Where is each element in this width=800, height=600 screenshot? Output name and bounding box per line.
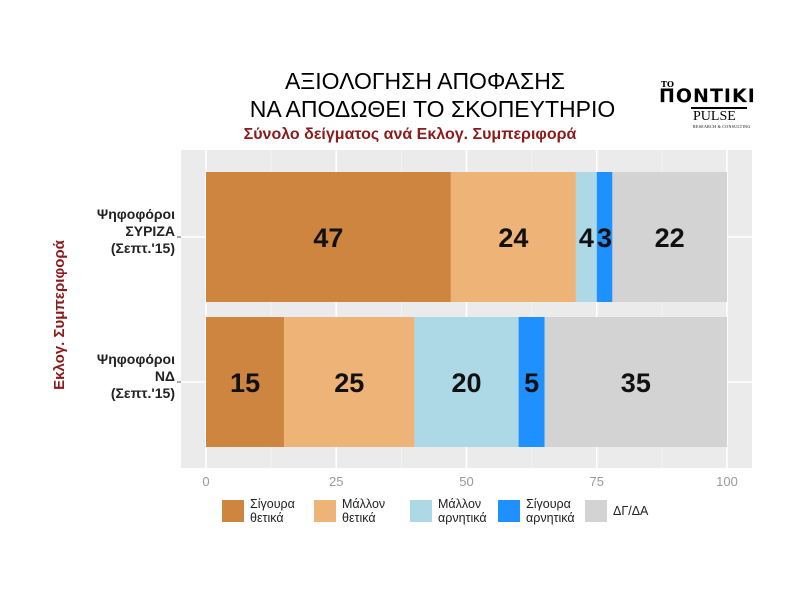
bar-segment — [414, 317, 519, 447]
y-category-label: Ψηφοφόροι — [97, 206, 175, 222]
bar-segment — [206, 317, 285, 447]
legend-label: Μάλλον θετικά — [342, 497, 386, 525]
chart-title-line-2: ΝΑ ΑΠΟΔΩΘΕΙ ΤΟ ΣΚΟΠΕΥΤΗΡΙΟ — [249, 96, 616, 122]
pontiki-pulse-logo: ΤΟ ΠΟΝΤΙΚΙ PULSE RESEARCH & CONSULTING — [655, 78, 765, 130]
chart-legend: Σίγουρα θετικά Μάλλον θετικά Μάλλον αρνητικά Σ… — [200, 496, 760, 530]
legend-swatch — [585, 500, 607, 522]
bar-segment — [206, 172, 451, 302]
bar-value-label: 22 — [655, 223, 685, 253]
x-tick-label: 0 — [202, 474, 209, 489]
bar-segment — [575, 172, 597, 302]
bar-value-label: 35 — [621, 368, 651, 398]
legend-swatch — [498, 500, 520, 522]
chart-subtitle: Σύνολο δείγματος ανά Εκλογ. Συμπεριφορά — [243, 126, 577, 143]
chart-title-line-1: ΑΞΙΟΛΟΓΗΣΗ ΑΠΟΦΑΣΗΣ — [284, 68, 566, 94]
bar-segment — [612, 172, 727, 302]
bar-segment — [544, 317, 727, 447]
bar-value-label: 5 — [524, 368, 539, 398]
bar-value-label: 25 — [334, 368, 364, 398]
bar-value-label: 24 — [498, 223, 528, 253]
logo-pontiki-text: ΠΟΝΤΙΚΙ — [659, 85, 756, 107]
x-tick-label: 25 — [329, 474, 343, 489]
legend-swatch — [410, 500, 432, 522]
bar-value-label: 15 — [230, 368, 260, 398]
y-axis-title: Εκλογ. Συμπεριφορά — [51, 239, 68, 390]
logo-divider — [691, 107, 747, 109]
legend-label: Σίγουρα αρνητικά — [526, 497, 575, 525]
bar-segment — [518, 317, 545, 447]
logo-pulse-text: PULSE — [693, 109, 736, 124]
y-category-label: ΝΔ — [155, 368, 175, 384]
x-tick-label: 50 — [459, 474, 473, 489]
legend-swatch — [314, 500, 336, 522]
bar-segment — [450, 172, 576, 302]
logo-pulse-subtext: RESEARCH & CONSULTING — [693, 124, 751, 129]
legend-label: Σίγουρα θετικά — [250, 497, 295, 525]
bar-value-label: 4 — [579, 223, 594, 253]
bar-segment — [596, 172, 613, 302]
y-category-label: (Σεπτ.'15) — [111, 240, 175, 256]
bar-value-label: 3 — [597, 223, 612, 253]
x-tick-label: 75 — [590, 474, 604, 489]
bar-segment — [284, 317, 415, 447]
legend-label: ΔΓ/ΔΑ — [613, 504, 649, 518]
legend-label: Μάλλον αρνητικά — [438, 497, 487, 525]
bar-value-label: 20 — [451, 368, 481, 398]
legend-swatch — [222, 500, 244, 522]
y-category-label: ΣΥΡΙΖΑ — [125, 223, 175, 239]
logo-to-text: ΤΟ — [661, 79, 674, 89]
y-category-label: Ψηφοφόροι — [97, 351, 175, 367]
x-tick-label: 100 — [716, 474, 738, 489]
y-category-label: (Σεπτ.'15) — [111, 385, 175, 401]
bar-value-label: 47 — [313, 223, 343, 253]
